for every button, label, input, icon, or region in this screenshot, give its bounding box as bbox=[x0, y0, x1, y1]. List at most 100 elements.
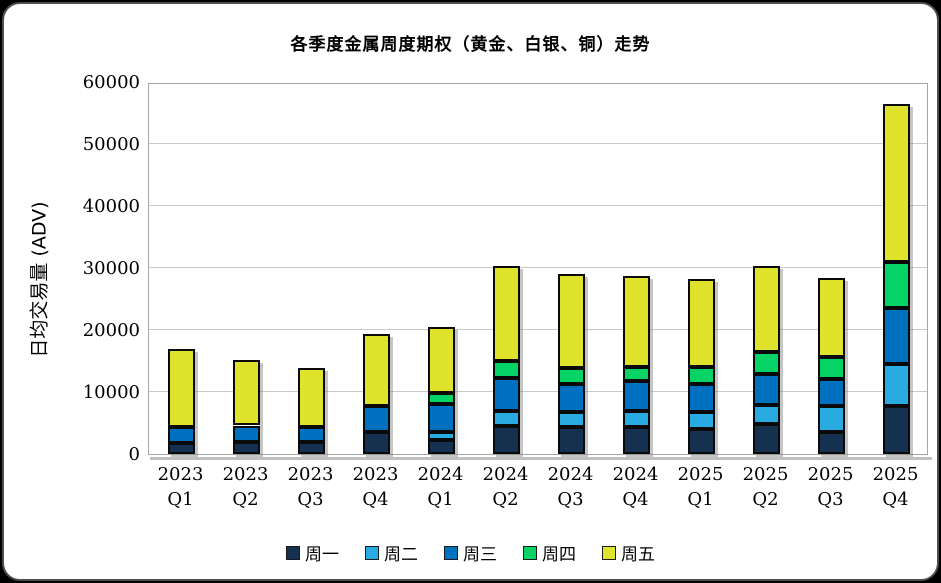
stacked-bar bbox=[688, 278, 715, 454]
bar-segment-周二 bbox=[753, 405, 780, 425]
x-tick-label: 2023 Q4 bbox=[352, 464, 399, 510]
y-tick-label: 20000 bbox=[82, 320, 140, 341]
x-tick-label: 2024 Q1 bbox=[417, 464, 464, 510]
legend-swatch-icon bbox=[365, 545, 379, 560]
legend-label: 周五 bbox=[621, 545, 655, 565]
y-tick-label: 30000 bbox=[82, 258, 140, 279]
stacked-bar bbox=[363, 333, 390, 454]
stacked-bar bbox=[818, 277, 845, 454]
bar-segment-周三 bbox=[493, 378, 520, 412]
bar-segment-周五 bbox=[168, 349, 195, 427]
bar-segment-周五 bbox=[753, 265, 780, 352]
stacked-bar bbox=[298, 367, 325, 454]
chart-title: 各季度金属周度期权（黄金、白银、铜）走势 bbox=[290, 35, 651, 55]
bar-segment-周三 bbox=[688, 383, 715, 413]
legend-label: 周一 bbox=[305, 545, 339, 565]
bar-segment-周二 bbox=[558, 412, 585, 428]
bar-segment-周三 bbox=[363, 406, 390, 433]
bar-segment-周五 bbox=[233, 359, 260, 426]
x-tick-label: 2025 Q4 bbox=[872, 464, 919, 510]
legend-item-周三: 周三 bbox=[444, 540, 497, 565]
bar-segment-周一 bbox=[363, 432, 390, 454]
plot-area bbox=[148, 83, 928, 455]
gridline bbox=[149, 205, 927, 206]
legend-item-周一: 周一 bbox=[286, 540, 339, 565]
gridline bbox=[149, 329, 927, 330]
y-tick-label: 10000 bbox=[82, 382, 140, 403]
bar-segment-周四 bbox=[428, 393, 455, 405]
bar-segment-周一 bbox=[883, 406, 910, 454]
bar-segment-周一 bbox=[298, 441, 325, 454]
x-tick-label: 2023 Q2 bbox=[222, 464, 269, 510]
y-tick-label: 60000 bbox=[82, 72, 140, 93]
legend-swatch-icon bbox=[444, 545, 458, 560]
legend-item-周五: 周五 bbox=[602, 540, 655, 565]
bar-segment-周五 bbox=[883, 104, 910, 262]
bar-segment-周四 bbox=[623, 366, 650, 381]
x-tick-label: 2024 Q3 bbox=[547, 464, 594, 510]
bar-segment-周一 bbox=[818, 431, 845, 454]
y-axis-title: 日均交易量 (ADV) bbox=[28, 201, 51, 358]
bar-segment-周五 bbox=[688, 278, 715, 368]
x-tick-label: 2025 Q1 bbox=[677, 464, 724, 510]
stacked-bar bbox=[168, 349, 195, 454]
bar-segment-周四 bbox=[883, 261, 910, 309]
stacked-bar bbox=[883, 104, 910, 454]
bar-segment-周三 bbox=[623, 380, 650, 412]
legend: 周一 周二 周三 周四 周五 bbox=[4, 540, 937, 565]
bar-segment-周三 bbox=[233, 425, 260, 443]
bar-segment-周二 bbox=[493, 411, 520, 427]
bar-segment-周三 bbox=[558, 383, 585, 413]
bar-segment-周一 bbox=[233, 442, 260, 454]
bar-segment-周一 bbox=[688, 429, 715, 454]
bar-segment-周三 bbox=[298, 426, 325, 442]
x-tick-label: 2023 Q1 bbox=[157, 464, 204, 510]
bar-segment-周二 bbox=[623, 411, 650, 427]
bar-segment-周三 bbox=[818, 379, 845, 407]
bar-segment-周一 bbox=[753, 424, 780, 454]
bar-segment-周四 bbox=[818, 357, 845, 379]
bar-segment-周二 bbox=[883, 364, 910, 407]
bar-segment-周四 bbox=[688, 367, 715, 384]
bar-segment-周五 bbox=[428, 326, 455, 394]
y-tick-label: 40000 bbox=[82, 196, 140, 217]
legend-item-周二: 周二 bbox=[365, 540, 418, 565]
bar-segment-周四 bbox=[493, 361, 520, 379]
gridline bbox=[149, 391, 927, 392]
x-tick-label: 2025 Q3 bbox=[807, 464, 854, 510]
bar-segment-周三 bbox=[168, 426, 195, 443]
bar-segment-周一 bbox=[623, 426, 650, 454]
bar-segment-周三 bbox=[428, 404, 455, 432]
stacked-bar bbox=[753, 265, 780, 454]
bar-segment-周五 bbox=[493, 265, 520, 361]
axis-shadow bbox=[150, 457, 932, 460]
bar-segment-周三 bbox=[883, 308, 910, 365]
bar-segment-周二 bbox=[428, 431, 455, 441]
stacked-bar bbox=[623, 276, 650, 454]
bar-segment-周五 bbox=[558, 274, 585, 369]
stacked-bar bbox=[558, 274, 585, 454]
bar-segment-周五 bbox=[623, 276, 650, 367]
bar-segment-周一 bbox=[168, 442, 195, 454]
bar-segment-周一 bbox=[558, 427, 585, 454]
gridline bbox=[149, 267, 927, 268]
x-tick-label: 2025 Q2 bbox=[742, 464, 789, 510]
stacked-bar bbox=[428, 326, 455, 454]
bar-segment-周五 bbox=[363, 333, 390, 407]
y-tick-label: 0 bbox=[128, 444, 140, 465]
bar-segment-周四 bbox=[753, 351, 780, 375]
stacked-bar bbox=[493, 265, 520, 454]
legend-label: 周三 bbox=[463, 545, 497, 565]
bar-segment-周一 bbox=[428, 440, 455, 454]
x-tick-label: 2023 Q3 bbox=[287, 464, 334, 510]
y-tick-label: 50000 bbox=[82, 134, 140, 155]
gridline bbox=[149, 143, 927, 144]
legend-label: 周四 bbox=[542, 545, 576, 565]
legend-swatch-icon bbox=[523, 545, 537, 560]
bar-segment-周二 bbox=[818, 406, 845, 432]
legend-label: 周二 bbox=[384, 545, 418, 565]
x-tick-label: 2024 Q4 bbox=[612, 464, 659, 510]
legend-swatch-icon bbox=[286, 545, 300, 560]
legend-item-周四: 周四 bbox=[523, 540, 576, 565]
